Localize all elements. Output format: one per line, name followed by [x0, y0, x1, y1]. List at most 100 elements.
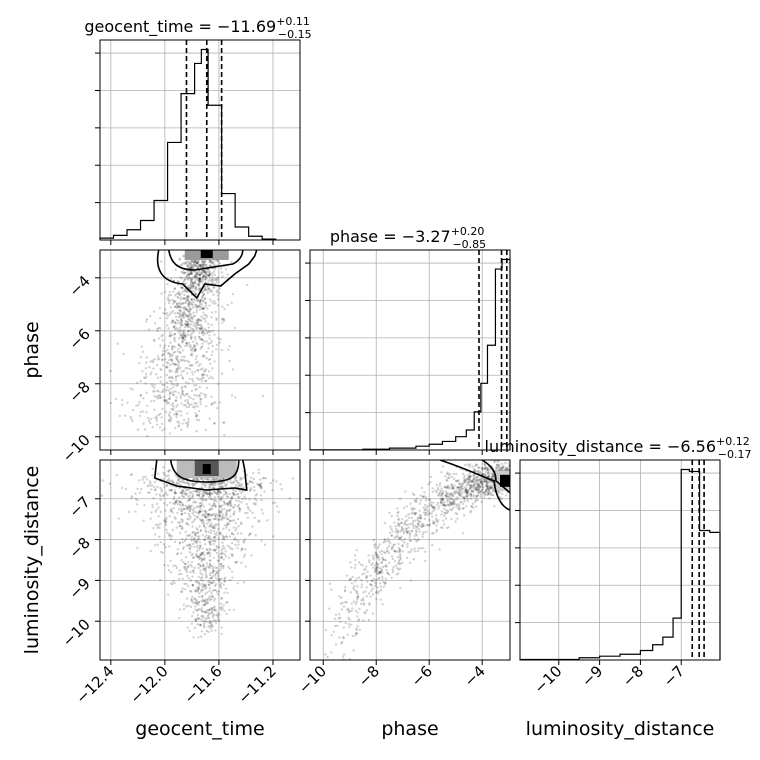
sample-point: [481, 488, 484, 491]
sample-point: [184, 307, 188, 311]
sample-point: [202, 563, 205, 566]
sample-point: [182, 507, 186, 511]
sample-point: [353, 585, 356, 588]
sample-point: [180, 318, 183, 322]
sample-point: [399, 567, 402, 570]
sample-point: [165, 365, 168, 369]
sample-point: [250, 554, 253, 557]
sample-point: [462, 476, 466, 480]
sample-point: [415, 530, 418, 534]
sample-point: [194, 273, 197, 276]
sample-point: [194, 306, 197, 309]
sample-point: [181, 341, 184, 344]
sample-point: [208, 491, 211, 494]
sample-point: [179, 309, 182, 313]
contour-inner: [169, 460, 240, 483]
sample-point: [347, 616, 350, 620]
sample-point: [338, 636, 341, 639]
sample-point: [487, 475, 490, 479]
sample-point: [193, 477, 196, 481]
sample-point: [398, 522, 401, 525]
sample-point: [330, 633, 333, 637]
sample-point: [512, 489, 514, 491]
sample-point: [206, 537, 210, 540]
sample-point: [407, 530, 410, 533]
sample-point: [218, 287, 221, 290]
sample-point: [207, 579, 210, 582]
sample-point: [477, 488, 480, 492]
sample-point: [275, 480, 278, 483]
sample-point: [272, 479, 275, 482]
sample-point: [470, 505, 473, 508]
sample-point: [178, 480, 181, 483]
sample-point: [168, 397, 171, 401]
sample-point: [176, 482, 179, 485]
sample-point: [447, 495, 451, 499]
sample-point: [178, 312, 182, 315]
sample-point: [339, 620, 342, 624]
sample-point: [440, 513, 443, 516]
sample-point: [187, 395, 191, 398]
sample-point: [211, 278, 214, 281]
sample-point: [476, 470, 479, 473]
sample-point: [206, 245, 208, 247]
sample-point: [418, 513, 422, 517]
sample-point: [476, 484, 479, 488]
sample-point: [190, 554, 193, 557]
sample-point: [420, 486, 424, 490]
sample-point: [477, 483, 481, 487]
sample-point: [510, 473, 512, 475]
sample-point: [444, 475, 447, 478]
sample-point: [197, 537, 201, 540]
sample-point: [341, 655, 345, 658]
sample-point: [394, 530, 397, 533]
sample-point: [357, 618, 361, 621]
sample-point: [168, 335, 171, 338]
sample-point: [515, 475, 517, 477]
sample-point: [143, 428, 147, 431]
sample-point: [201, 276, 205, 279]
sample-point: [515, 474, 517, 476]
sample-point: [159, 367, 162, 371]
sample-point: [452, 500, 456, 503]
sample-point: [202, 247, 204, 249]
sample-point: [188, 514, 191, 518]
sample-point: [213, 608, 216, 612]
sample-point: [210, 353, 213, 357]
sample-point: [212, 501, 216, 505]
sample-point: [474, 499, 477, 502]
sample-point: [205, 277, 208, 280]
panel-background: [100, 40, 300, 240]
sample-point: [225, 503, 228, 506]
x-tick-label: −12.4: [72, 662, 117, 707]
sample-point: [197, 409, 201, 413]
sample-point: [208, 272, 211, 275]
sample-point: [183, 567, 186, 570]
sample-point: [198, 327, 202, 331]
sample-point: [175, 552, 179, 556]
sample-point: [178, 477, 182, 480]
sample-point: [228, 492, 231, 496]
sample-point: [366, 580, 369, 583]
sample-point: [177, 424, 181, 427]
sample-point: [411, 524, 415, 528]
sample-point: [232, 608, 236, 611]
sample-point: [189, 262, 192, 266]
sample-point: [432, 520, 435, 523]
sample-point: [436, 486, 439, 490]
sample-point: [198, 323, 201, 327]
sample-point: [468, 484, 471, 487]
sample-point: [197, 378, 200, 381]
sample-point: [240, 547, 244, 551]
sample-point: [198, 553, 202, 557]
sample-point: [201, 519, 205, 522]
sample-point: [188, 312, 192, 315]
sample-point: [214, 302, 217, 305]
sample-point: [205, 379, 208, 382]
sample-point: [246, 511, 249, 515]
sample-point: [136, 499, 139, 502]
sample-point: [209, 497, 212, 501]
panel-frame: [99, 459, 301, 661]
sample-point: [234, 489, 237, 493]
sample-point: [187, 317, 190, 321]
